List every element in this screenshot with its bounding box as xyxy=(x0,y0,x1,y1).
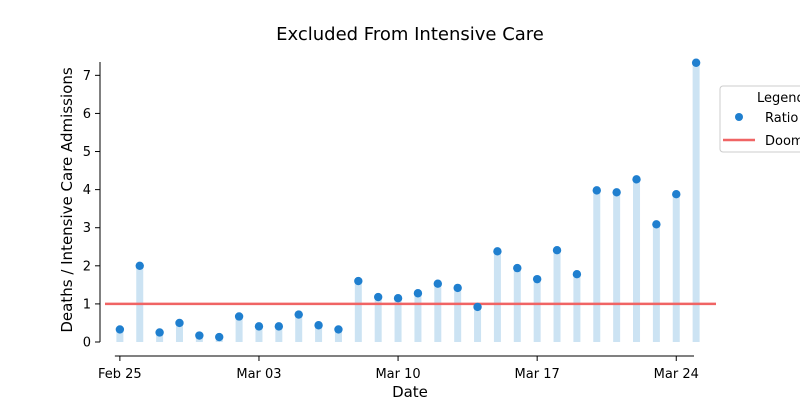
x-tick-label: Mar 24 xyxy=(654,367,699,382)
ratio-point xyxy=(373,292,383,302)
y-tick-label: 2 xyxy=(83,259,91,274)
ratio-point xyxy=(155,328,164,337)
ratio-point xyxy=(354,276,363,286)
x-axis: Feb 25 Mar 03 Mar 10 Mar 17 Mar 24 xyxy=(98,355,699,382)
y-axis: 0 1 2 3 4 5 6 7 xyxy=(83,62,101,351)
stems-layer xyxy=(116,62,700,342)
ratio-point xyxy=(552,245,562,255)
chart-title: Excluded From Intensive Care xyxy=(276,24,544,45)
ratio-point xyxy=(592,186,601,195)
ratio-point xyxy=(572,269,582,279)
ratio-point xyxy=(513,263,522,273)
ratio-point xyxy=(254,322,264,331)
x-tick-label: Mar 03 xyxy=(236,367,281,382)
ratio-point xyxy=(652,220,661,229)
points-layer xyxy=(115,58,701,342)
ratio-point xyxy=(135,261,144,271)
ratio-point xyxy=(314,321,323,330)
legend-title: Legend xyxy=(757,91,800,106)
ratio-point xyxy=(334,325,343,334)
ratio-point xyxy=(175,318,184,328)
ratio-point xyxy=(672,189,681,199)
ratio-point xyxy=(215,332,224,342)
ratio-point xyxy=(493,247,502,256)
y-tick-label: 0 xyxy=(83,336,91,351)
legend-frame xyxy=(719,85,800,153)
x-tick-label: Mar 10 xyxy=(375,367,420,382)
ratio-point xyxy=(234,312,244,321)
x-tick-label: Mar 17 xyxy=(515,367,560,382)
y-tick-label: 5 xyxy=(83,145,91,160)
legend-entry-ratio: Ratio xyxy=(765,111,798,126)
ratio-point xyxy=(413,289,423,298)
ratio-point xyxy=(294,310,303,319)
ratio-point xyxy=(691,58,701,67)
y-tick-label: 1 xyxy=(83,297,91,312)
ratio-point xyxy=(612,188,621,197)
ratio-point xyxy=(115,325,125,334)
y-axis-label: Deaths / Intensive Care Admissions xyxy=(58,67,76,332)
ratio-point xyxy=(433,279,443,288)
ratio-point xyxy=(274,322,284,331)
y-tick-label: 4 xyxy=(83,183,91,198)
ratio-point xyxy=(195,331,204,340)
ratio-point xyxy=(473,302,482,312)
ratio-point xyxy=(393,293,403,303)
legend: Legend Ratio Doom xyxy=(719,85,800,153)
x-axis-label: Date xyxy=(392,383,428,400)
ratio-point xyxy=(532,274,542,284)
y-tick-label: 7 xyxy=(83,69,91,84)
y-tick-label: 6 xyxy=(83,107,91,122)
x-tick-label: Feb 25 xyxy=(98,367,142,382)
legend-entry-doom: Doom xyxy=(765,134,800,149)
ratio-point xyxy=(632,175,641,184)
ratio-point xyxy=(453,283,462,293)
legend-ratio-marker xyxy=(735,113,743,121)
y-tick-label: 3 xyxy=(83,221,91,236)
